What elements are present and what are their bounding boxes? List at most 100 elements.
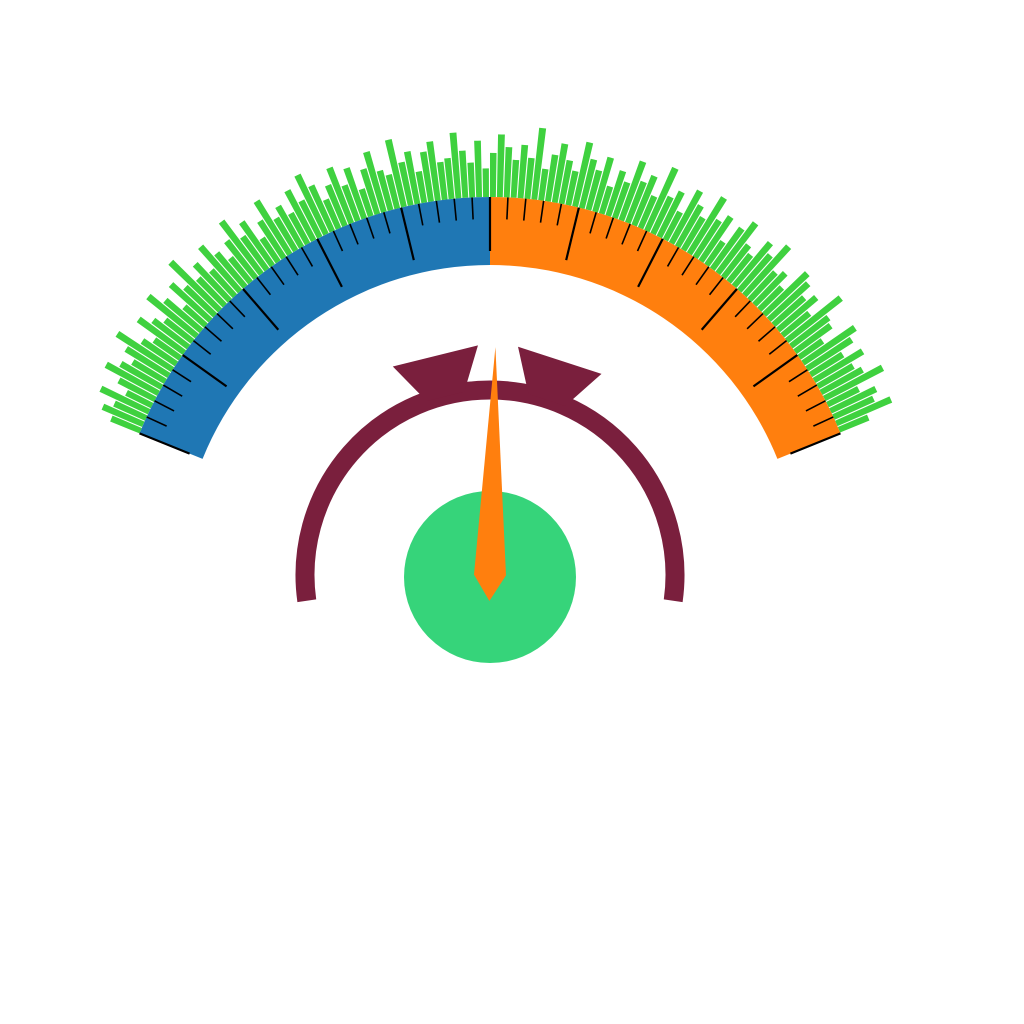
radial-bar: [503, 146, 513, 198]
major-tick: [182, 354, 228, 388]
minor-tick: [192, 339, 212, 355]
radial-bar: [419, 151, 434, 203]
radial-bar: [490, 152, 497, 198]
minor-tick: [788, 369, 808, 383]
radial-bar: [322, 198, 342, 230]
radial-bar: [183, 284, 218, 318]
radial-bar: [551, 143, 569, 204]
radial-bar: [275, 204, 305, 249]
major-tick: [400, 207, 415, 261]
minor-tick: [453, 198, 458, 221]
right-band-arc: [490, 197, 841, 459]
minor-tick: [768, 339, 788, 355]
radial-bar: [726, 252, 754, 284]
minor-tick: [695, 266, 710, 286]
minor-tick: [757, 326, 776, 342]
radial-bar: [376, 169, 394, 212]
radial-bar: [341, 184, 361, 222]
radial-bar: [403, 150, 421, 205]
radial-bar: [816, 363, 855, 389]
radial-bar: [163, 297, 204, 334]
radial-bar: [125, 389, 154, 409]
radial-bar: [829, 386, 878, 414]
minor-tick: [734, 300, 751, 318]
minor-tick: [285, 256, 299, 276]
radial-bar: [797, 338, 825, 360]
radial-bar: [524, 157, 535, 200]
radial-bar: [805, 336, 854, 372]
radial-bar: [819, 366, 864, 396]
minor-tick: [349, 223, 359, 245]
radial-bar: [780, 310, 812, 338]
gauge-needle[interactable]: [474, 347, 506, 601]
minor-tick: [300, 246, 314, 267]
minor-tick: [229, 300, 246, 318]
radial-bar: [686, 196, 727, 256]
radial-bar: [624, 180, 647, 225]
radial-bar: [762, 271, 810, 317]
radial-bar: [140, 338, 179, 367]
ring-marker-left: [392, 345, 478, 402]
ticks-layer: [139, 197, 841, 455]
radial-bar: [558, 159, 574, 205]
radial-bar: [198, 244, 243, 294]
radial-bar: [99, 385, 151, 415]
radial-bar: [253, 199, 293, 256]
radial-bar: [360, 168, 381, 216]
radial-bar: [113, 400, 148, 421]
radial-bar: [308, 184, 335, 233]
radial-bar: [284, 189, 317, 243]
radial-bar: [182, 304, 208, 328]
radial-bar: [218, 219, 264, 276]
radial-bar: [592, 156, 614, 213]
radial-bar: [426, 141, 441, 202]
radial-bar: [117, 377, 157, 403]
minor-tick: [383, 212, 391, 234]
radial-bar: [467, 162, 476, 198]
radial-bar: [444, 157, 455, 200]
radial-bar: [324, 183, 348, 228]
radial-bar: [168, 259, 223, 313]
inner-ring-arc: [295, 380, 685, 603]
radial-bar: [644, 166, 679, 233]
radial-bar: [812, 348, 865, 384]
radial-bar: [510, 159, 520, 198]
minor-tick: [797, 384, 818, 397]
minor-tick: [636, 230, 648, 252]
radial-bar: [832, 395, 875, 420]
radial-bar: [757, 285, 785, 312]
radial-bar: [151, 317, 191, 350]
radial-bar: [837, 414, 870, 433]
minor-tick: [146, 416, 167, 427]
radial-bar: [298, 199, 323, 239]
radial-bar: [538, 168, 549, 201]
radial-bar: [415, 171, 428, 204]
radial-bar: [458, 150, 469, 199]
radial-bar: [736, 253, 773, 293]
radial-bar: [104, 361, 160, 396]
radial-bar: [358, 188, 374, 218]
radial-bar: [668, 189, 704, 245]
radial-bar: [747, 270, 778, 303]
major-tick: [637, 238, 664, 288]
minor-tick: [681, 256, 695, 276]
radial-bar: [152, 337, 183, 361]
radial-bar: [239, 220, 275, 268]
radial-bar: [110, 415, 142, 434]
radial-bar: [288, 211, 311, 246]
bars-layer: [99, 127, 893, 434]
minor-tick: [522, 198, 527, 221]
radial-bar: [709, 226, 745, 271]
radial-bar: [209, 268, 238, 299]
radial-bar: [822, 364, 885, 402]
radial-bar: [793, 323, 833, 355]
major-tick: [752, 354, 798, 388]
radial-bar: [384, 139, 407, 208]
radial-bar: [771, 295, 807, 328]
radial-bar: [565, 170, 579, 206]
radial-bar: [398, 161, 414, 207]
radial-bar: [273, 216, 299, 253]
radial-bar: [163, 317, 195, 344]
minor-tick: [539, 200, 545, 223]
